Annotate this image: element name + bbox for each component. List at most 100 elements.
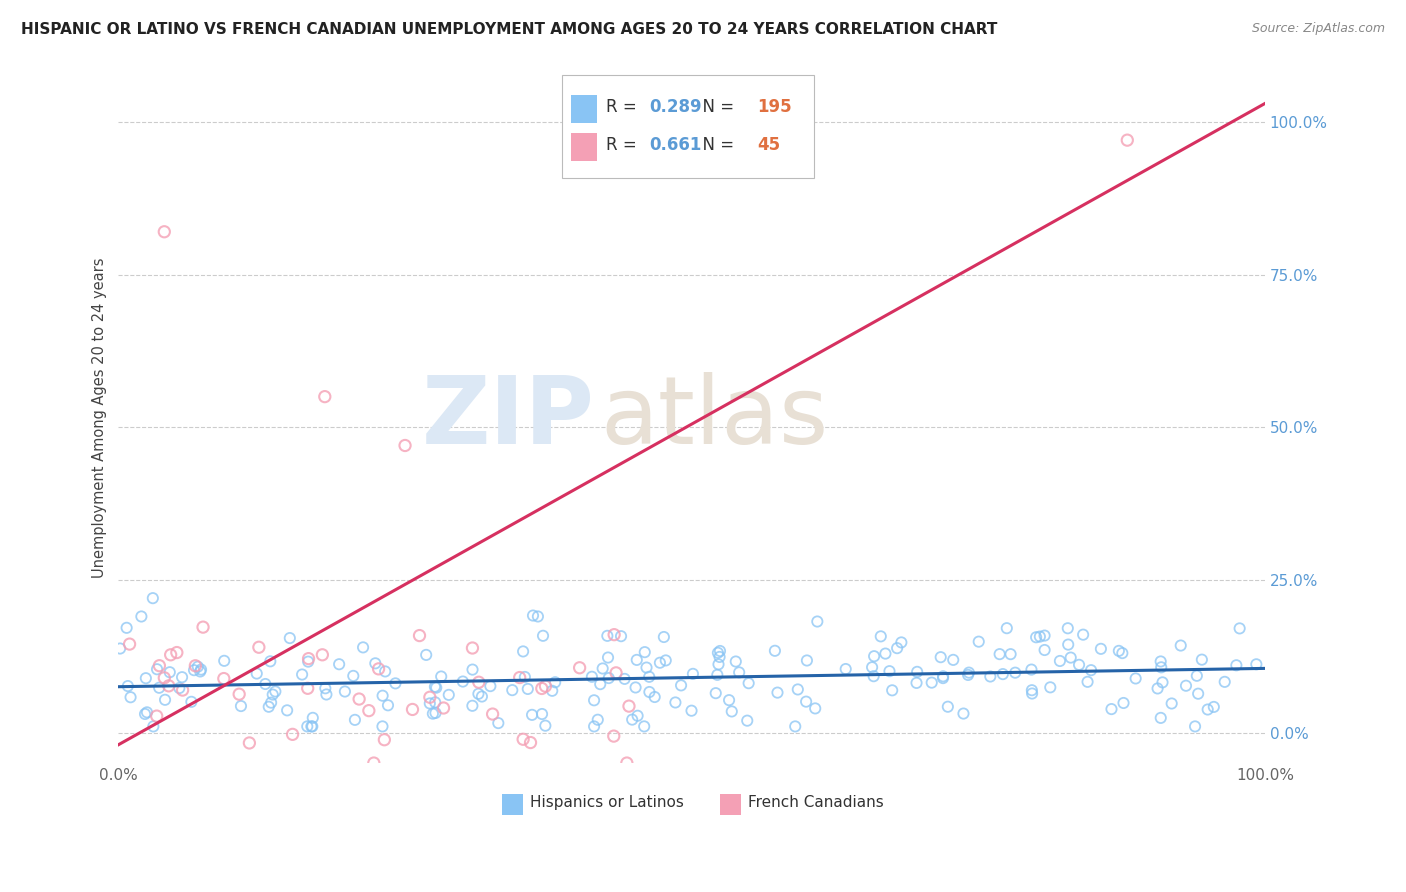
Bar bbox=[571, 95, 596, 123]
Point bbox=[479, 679, 502, 693]
Point bbox=[425, 695, 447, 709]
Point bbox=[568, 661, 591, 675]
Point bbox=[467, 687, 489, 701]
Point bbox=[419, 690, 441, 705]
Point bbox=[415, 648, 437, 662]
Point bbox=[170, 670, 193, 684]
Text: N =: N = bbox=[692, 136, 740, 154]
Point bbox=[655, 653, 678, 667]
Point bbox=[1160, 697, 1182, 711]
Point bbox=[1033, 629, 1056, 643]
Point bbox=[596, 650, 619, 665]
Point bbox=[1187, 687, 1209, 701]
Point bbox=[299, 719, 322, 733]
Point bbox=[169, 681, 191, 695]
Point bbox=[633, 719, 655, 733]
Point bbox=[148, 658, 170, 673]
Point bbox=[835, 662, 858, 676]
Point bbox=[1150, 660, 1173, 674]
Point bbox=[638, 685, 661, 699]
Point bbox=[952, 706, 974, 721]
Point bbox=[422, 706, 444, 721]
Point bbox=[875, 647, 897, 661]
Point bbox=[682, 666, 704, 681]
Point bbox=[1191, 653, 1213, 667]
Point bbox=[301, 711, 323, 725]
Point bbox=[314, 390, 336, 404]
Point bbox=[159, 665, 181, 680]
Point bbox=[468, 675, 491, 690]
Point bbox=[796, 653, 818, 667]
Point bbox=[117, 679, 139, 693]
Y-axis label: Unemployment Among Ages 20 to 24 years: Unemployment Among Ages 20 to 24 years bbox=[93, 258, 107, 578]
Point bbox=[342, 669, 364, 683]
Text: N =: N = bbox=[692, 98, 740, 117]
Point bbox=[430, 669, 453, 683]
Point bbox=[616, 756, 638, 770]
Bar bbox=[720, 794, 741, 814]
Point bbox=[610, 629, 633, 643]
Point bbox=[512, 732, 534, 747]
Point bbox=[709, 649, 731, 664]
Point bbox=[486, 716, 509, 731]
Point bbox=[425, 706, 447, 720]
Point bbox=[869, 629, 891, 643]
Point bbox=[766, 685, 789, 699]
Point bbox=[461, 640, 484, 655]
Point bbox=[942, 653, 965, 667]
Point bbox=[1229, 621, 1251, 635]
Point bbox=[212, 654, 235, 668]
Point bbox=[724, 655, 747, 669]
Point bbox=[131, 609, 153, 624]
Point bbox=[1152, 675, 1174, 690]
Point bbox=[187, 659, 209, 673]
Point bbox=[377, 698, 399, 713]
Point bbox=[735, 714, 758, 728]
Point bbox=[905, 665, 928, 679]
Point bbox=[728, 665, 751, 680]
Point bbox=[544, 675, 567, 690]
Point bbox=[281, 727, 304, 741]
Point bbox=[704, 686, 727, 700]
Point bbox=[603, 628, 626, 642]
Point bbox=[276, 703, 298, 717]
Point bbox=[516, 681, 538, 696]
Point bbox=[471, 690, 494, 704]
Point bbox=[1170, 639, 1192, 653]
Point bbox=[437, 688, 460, 702]
Point bbox=[531, 629, 554, 643]
Point bbox=[522, 608, 544, 623]
Point bbox=[297, 719, 319, 733]
Point bbox=[988, 647, 1011, 661]
Point bbox=[501, 683, 523, 698]
Text: R =: R = bbox=[606, 136, 641, 154]
Point bbox=[936, 699, 959, 714]
Point bbox=[886, 641, 908, 656]
Point bbox=[363, 756, 385, 770]
Point bbox=[979, 669, 1001, 683]
Point bbox=[709, 644, 731, 658]
Point bbox=[145, 709, 167, 723]
Point bbox=[681, 704, 703, 718]
Point bbox=[357, 704, 380, 718]
Text: R =: R = bbox=[606, 98, 641, 117]
Point bbox=[408, 629, 430, 643]
Point bbox=[644, 690, 666, 704]
Point bbox=[1225, 658, 1247, 673]
Point bbox=[259, 654, 281, 668]
Point bbox=[311, 648, 333, 662]
Point bbox=[1090, 641, 1112, 656]
Point bbox=[1150, 655, 1173, 669]
Text: French Canadians: French Canadians bbox=[748, 795, 883, 810]
Point bbox=[598, 671, 620, 685]
Point bbox=[589, 677, 612, 691]
Point bbox=[371, 689, 394, 703]
Point bbox=[347, 692, 370, 706]
Point bbox=[238, 736, 260, 750]
Point bbox=[1184, 719, 1206, 733]
Point bbox=[153, 671, 176, 685]
Point bbox=[512, 644, 534, 658]
Point bbox=[314, 681, 336, 696]
Point bbox=[423, 680, 446, 694]
Point bbox=[1025, 630, 1047, 644]
